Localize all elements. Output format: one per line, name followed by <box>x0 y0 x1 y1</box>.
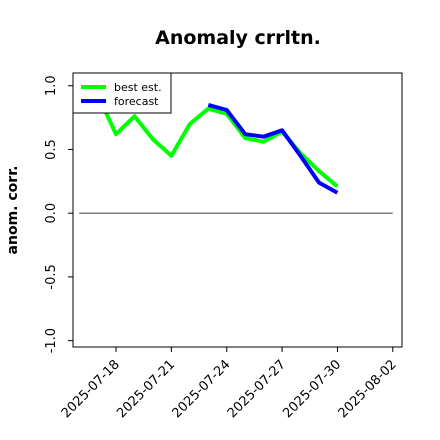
chart-title: Anomaly crrltn. <box>155 27 321 49</box>
y-tick-label: -0.5 <box>44 264 59 289</box>
legend-box <box>72 72 172 114</box>
series-line-forecast <box>207 102 339 195</box>
legend-label: forecast <box>114 95 159 108</box>
legend-label: best est. <box>114 81 162 94</box>
y-tick-label: 1.0 <box>44 75 59 96</box>
y-axis-label: anom. corr. <box>5 166 21 255</box>
y-tick-label: 0.5 <box>44 139 59 160</box>
plot-frame <box>72 72 403 348</box>
y-tick-label: 0.0 <box>44 203 59 224</box>
y-tick-label: -1.0 <box>44 328 59 353</box>
